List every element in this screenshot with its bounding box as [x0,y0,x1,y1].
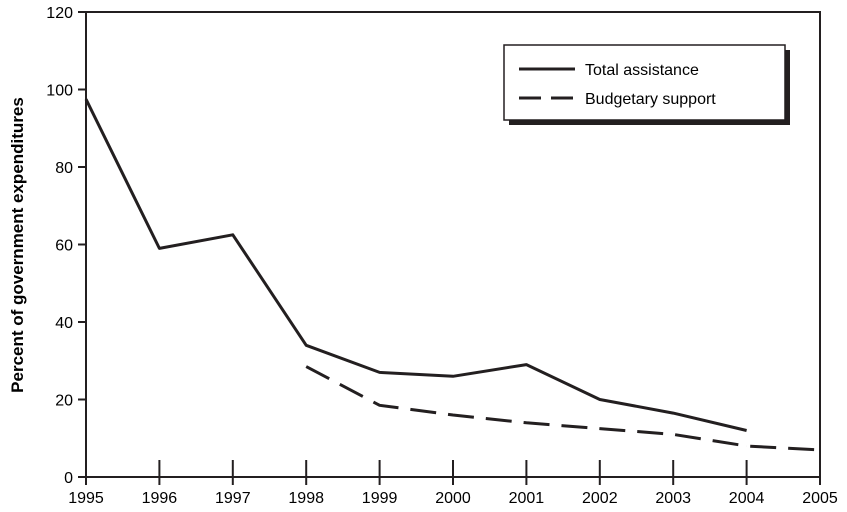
x-tick-label: 2004 [729,490,765,507]
legend-label-total-assistance: Total assistance [585,62,699,79]
x-tick-label: 2001 [509,490,545,507]
x-axis: 1995 1996 1997 1998 1999 2000 2001 2002 2003 2004… [68,460,838,507]
y-tick-label: 80 [55,160,73,177]
x-tick-label: 1995 [68,490,104,507]
x-tick-label: 1998 [288,490,324,507]
y-axis: 0 20 40 60 80 100 120 [46,5,86,487]
x-tick-label: 2003 [655,490,691,507]
y-tick-label: 100 [46,83,73,100]
legend-box [503,44,786,121]
legend: Total assistance Budgetary support [503,44,790,125]
x-tick-label: 2000 [435,490,471,507]
series-layer [84,98,821,452]
x-tick-label: 1999 [362,490,398,507]
series-line-budgetary-support [305,365,821,452]
legend-label-budgetary-support: Budgetary support [585,91,716,108]
x-tick-label: 2002 [582,490,618,507]
y-axis-title: Percent of government expenditures [8,97,27,393]
y-tick-label: 20 [55,393,73,410]
series-line-total-assistance [84,98,747,432]
y-tick-label: 0 [64,470,73,487]
y-axis-title-group: Percent of government expenditures [8,97,27,393]
x-tick-label: 1997 [215,490,251,507]
y-tick-label: 120 [46,5,73,22]
y-tick-label: 40 [55,315,73,332]
x-tick-label: 1996 [142,490,178,507]
x-tick-label: 2005 [802,490,838,507]
y-tick-label: 60 [55,238,73,255]
